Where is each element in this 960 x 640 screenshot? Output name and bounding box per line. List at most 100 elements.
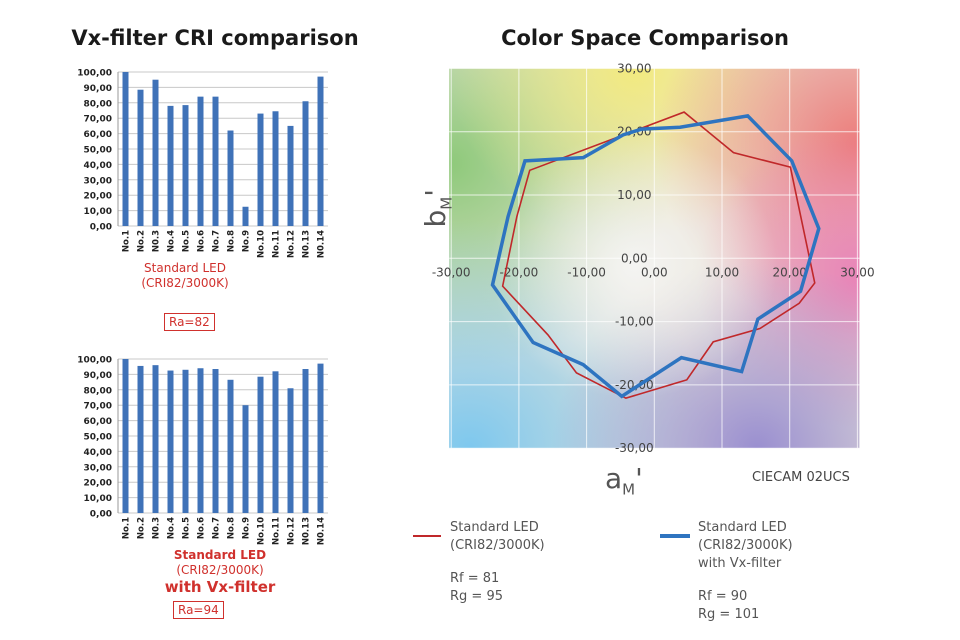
- standard-led-gamut-line: [501, 111, 816, 400]
- x-tick-label: No.6: [197, 230, 207, 252]
- y-tick-label: 10,00: [84, 207, 112, 217]
- x-tick-label: N0.13: [302, 517, 312, 545]
- bar: [197, 368, 204, 513]
- bottom-chart-caption: Standard LED (CRI82/3000K): [155, 548, 285, 578]
- caption-line: (CRI82/3000K): [141, 276, 229, 290]
- top-chart-caption: Standard LED (CRI82/3000K): [120, 261, 250, 291]
- vx-filter-gamut-line: [490, 113, 821, 399]
- right-title: Color Space Comparison: [501, 26, 789, 50]
- legend-line: (CRI82/3000K): [698, 538, 793, 553]
- xlabel-sub: M: [622, 480, 636, 499]
- x-tick-label: No.4: [167, 230, 177, 252]
- x-tick-label: No.7: [212, 517, 222, 539]
- bar: [182, 105, 189, 226]
- bar: [152, 365, 159, 513]
- bar: [167, 105, 174, 226]
- ra-82-badge: Ra=82: [164, 313, 215, 331]
- bar: [242, 206, 249, 226]
- x-tick-label: No.9: [242, 517, 252, 539]
- bar: [287, 388, 294, 513]
- x-tick-label: N0.3: [152, 517, 162, 539]
- y-tick-label: 10,00: [84, 494, 112, 504]
- x-tick-label: N0.14: [317, 230, 327, 258]
- legend-standard: Standard LED (CRI82/3000K) Rf = 81 Rg = …: [450, 519, 545, 606]
- y-tick-label: 30,00: [617, 61, 651, 75]
- x-tick-label: No.11: [272, 230, 282, 258]
- caption-line: Standard LED: [173, 548, 267, 562]
- x-tick-label: No.2: [137, 230, 147, 252]
- x-tick-label: No.10: [257, 230, 267, 258]
- bar: [257, 376, 264, 513]
- x-tick-label: N0.14: [317, 517, 327, 545]
- y-tick-label: 0,00: [621, 251, 648, 265]
- y-tick-label: 100,00: [77, 69, 112, 79]
- ciecam-note: CIECAM 02UCS: [752, 470, 850, 485]
- y-tick-label: 0,00: [90, 510, 112, 520]
- bar: [302, 101, 309, 226]
- ylabel-prime: ': [418, 189, 452, 197]
- y-tick-label: -10,00: [615, 315, 654, 329]
- y-tick-label: 70,00: [84, 115, 112, 125]
- bar: [227, 130, 234, 226]
- x-tick-label: 20,00: [773, 265, 807, 279]
- y-tick-label: 30,00: [84, 463, 112, 473]
- y-tick-label: 0,00: [90, 223, 112, 233]
- y-tick-label: 100,00: [77, 356, 112, 366]
- x-tick-label: -30,00: [432, 265, 471, 279]
- x-tick-label: 0,00: [641, 265, 668, 279]
- ylabel-text: b: [418, 209, 452, 228]
- legend-line: Standard LED: [450, 520, 539, 535]
- rg-value: Rg = 101: [698, 607, 760, 622]
- xlabel-prime: ': [635, 462, 643, 495]
- ra-94-badge: Ra=94: [173, 601, 224, 619]
- x-tick-label: No.8: [227, 230, 237, 252]
- left-title: Vx-filter CRI comparison: [71, 26, 359, 50]
- legend-line: (CRI82/3000K): [450, 538, 545, 553]
- x-tick-label: No.7: [212, 230, 222, 252]
- y-tick-label: 40,00: [84, 448, 112, 458]
- vx-filter-caption: with Vx-filter: [164, 578, 276, 596]
- x-tick-label: No.6: [197, 517, 207, 539]
- ylabel-sub: M: [437, 196, 456, 210]
- y-tick-label: 50,00: [84, 433, 112, 443]
- rf-value: Rf = 81: [450, 571, 500, 586]
- y-tick-label: 80,00: [84, 386, 112, 396]
- x-tick-label: No.1: [122, 230, 132, 252]
- y-axis-label: bM': [419, 189, 456, 227]
- bar: [242, 405, 249, 513]
- x-tick-label: No.11: [272, 517, 282, 545]
- x-tick-label: No.9: [242, 230, 252, 252]
- x-axis-label: aM': [605, 462, 643, 499]
- y-tick-label: 20,00: [84, 192, 112, 202]
- x-tick-label: 10,00: [705, 265, 739, 279]
- legend-line: Standard LED: [698, 520, 787, 535]
- x-tick-label: 30,00: [840, 265, 874, 279]
- color-space-chart: -30,00 -20,00 -10,00 0,00 10,00 20,00 30,00 30,…: [432, 61, 875, 455]
- caption-line: Standard LED: [144, 261, 226, 275]
- x-tick-label: -20,00: [500, 265, 539, 279]
- y-tick-label: 90,00: [84, 371, 112, 381]
- bar: [167, 370, 174, 513]
- cri-bar-chart-vx-filter: 0,00 10,00 20,00 30,00 40,00 50,00 60,00 70,00 8…: [77, 356, 328, 545]
- caption-line: (CRI82/3000K): [176, 563, 264, 577]
- y-tick-label: 70,00: [84, 402, 112, 412]
- xlabel-text: a: [605, 462, 623, 495]
- bar: [137, 365, 144, 513]
- y-tick-label: 20,00: [84, 479, 112, 489]
- x-tick-label: No.10: [257, 517, 267, 545]
- bar: [152, 79, 159, 226]
- rf-value: Rf = 90: [698, 589, 748, 604]
- legend-vx-filter: Standard LED (CRI82/3000K) with Vx-filte…: [698, 519, 793, 624]
- y-tick-label: 60,00: [84, 130, 112, 140]
- x-tick-label: No.5: [182, 517, 192, 539]
- x-tick-label: No.4: [167, 517, 177, 539]
- bar: [122, 359, 129, 513]
- bar: [122, 72, 129, 226]
- y-tick-label: 60,00: [84, 417, 112, 427]
- y-tick-label: 40,00: [84, 161, 112, 171]
- x-tick-label: -10,00: [567, 265, 606, 279]
- x-tick-label: No.12: [287, 230, 297, 258]
- bar: [317, 363, 324, 513]
- x-tick-label: No.2: [137, 517, 147, 539]
